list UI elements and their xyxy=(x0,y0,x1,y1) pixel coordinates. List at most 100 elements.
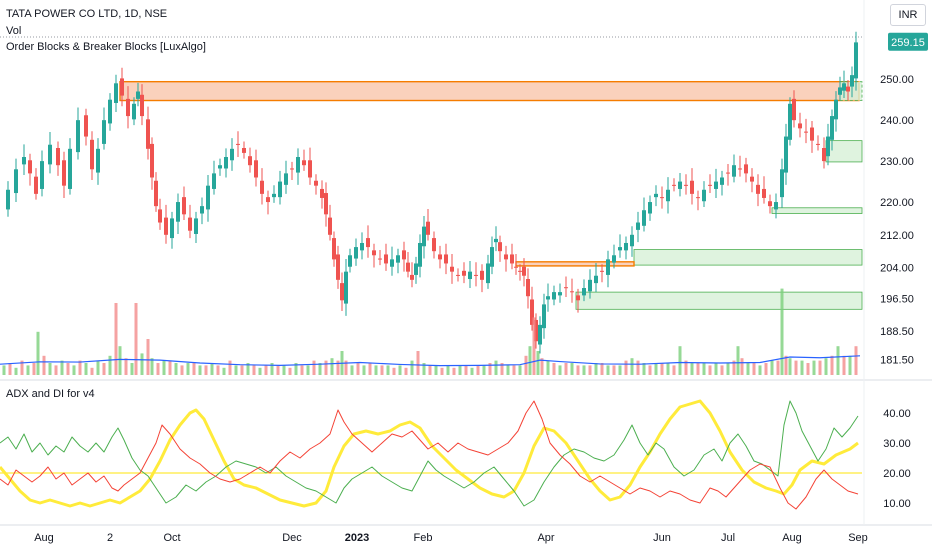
volume-bar xyxy=(784,355,788,375)
volume-bar xyxy=(470,367,474,375)
candle-body xyxy=(582,288,586,296)
candle-body xyxy=(296,157,300,173)
volume-bar xyxy=(776,360,780,375)
volume-bar xyxy=(210,363,214,375)
candle-body xyxy=(308,160,312,178)
candle-body xyxy=(618,247,622,251)
volume-bar xyxy=(606,365,610,375)
volume-bar xyxy=(416,351,420,375)
volume-bar xyxy=(678,346,682,375)
volume-bar xyxy=(258,367,262,375)
volume-bar xyxy=(818,360,822,375)
candle-body xyxy=(576,295,580,301)
candle-body xyxy=(22,157,26,165)
volume-bar xyxy=(380,365,384,375)
volume-bar xyxy=(330,358,334,375)
volume-bar xyxy=(204,365,208,375)
volume-bar xyxy=(446,365,450,375)
volume-bar xyxy=(758,365,762,375)
candle-body xyxy=(530,299,534,325)
candle-body xyxy=(606,259,610,275)
candle-body xyxy=(414,263,418,275)
volume-bar xyxy=(452,367,456,375)
volume-bar xyxy=(636,360,640,375)
volume-bar xyxy=(26,365,30,375)
candle-body xyxy=(762,188,766,198)
price-tick-label: 230.00 xyxy=(880,156,914,168)
volume-bar xyxy=(66,363,70,375)
candle-body xyxy=(266,197,270,203)
candle-body xyxy=(320,188,324,198)
volume-bar xyxy=(118,346,122,375)
volume-bar xyxy=(440,367,444,375)
volume-legend[interactable]: Vol xyxy=(6,25,22,37)
volume-bar xyxy=(800,360,804,375)
volume-bar xyxy=(168,360,172,375)
bearish-order-block xyxy=(119,80,860,102)
volume-bar xyxy=(654,363,658,375)
time-tick-label: 2023 xyxy=(345,532,369,544)
candle-body xyxy=(164,217,168,235)
volume-bar xyxy=(618,365,622,375)
volume-bar xyxy=(720,365,724,375)
time-tick-label: Aug xyxy=(782,532,802,544)
candle-body xyxy=(102,120,106,144)
volume-bar xyxy=(464,365,468,375)
bullish-order-block xyxy=(633,249,863,266)
candle-body xyxy=(838,87,842,95)
candle-body xyxy=(792,98,796,121)
volume-bar xyxy=(630,358,634,375)
candle-body xyxy=(158,209,162,223)
volume-bar xyxy=(234,365,238,375)
candle-body xyxy=(28,160,32,174)
bullish-order-block xyxy=(575,291,863,310)
volume-bar xyxy=(558,365,562,375)
order-blocks-legend[interactable]: Order Blocks & Breaker Blocks [LuxAlgo] xyxy=(6,41,206,53)
volume-bar xyxy=(84,363,88,375)
adx-tick-label: 40.00 xyxy=(883,408,911,420)
volume-bar xyxy=(540,358,544,375)
candle-body xyxy=(272,193,276,198)
volume-bar xyxy=(732,360,736,375)
volume-bar xyxy=(312,360,316,375)
volume-bar xyxy=(134,303,138,375)
candle-body xyxy=(6,189,10,210)
candle-body xyxy=(570,291,574,293)
candle-body xyxy=(504,254,508,260)
candle-body xyxy=(68,148,72,189)
currency-button[interactable]: INR xyxy=(890,4,926,26)
volume-bar xyxy=(642,363,646,375)
candle-body xyxy=(822,148,826,162)
time-tick-label: Apr xyxy=(537,532,554,544)
candle-body xyxy=(850,75,854,87)
candle-body xyxy=(756,184,760,194)
candle-body xyxy=(126,98,130,117)
candle-body xyxy=(314,180,318,186)
volume-bar xyxy=(344,360,348,375)
bullish-order-block xyxy=(771,207,863,214)
candle-body xyxy=(462,270,466,276)
candle-body xyxy=(242,148,246,153)
volume-bar xyxy=(54,365,58,375)
volume-bar xyxy=(392,367,396,375)
volume-bar xyxy=(812,360,816,375)
volume-bar xyxy=(240,365,244,375)
candle-body xyxy=(284,173,288,185)
volume-bar xyxy=(336,360,340,375)
candle-body xyxy=(624,242,628,251)
candle-body xyxy=(784,136,788,173)
candle-body xyxy=(290,168,294,170)
candle-body xyxy=(76,120,80,153)
volume-bar xyxy=(648,365,652,375)
symbol-title[interactable]: TATA POWER CO LTD, 1D, NSE xyxy=(6,8,168,20)
volume-bar xyxy=(666,363,670,375)
adx-legend[interactable]: ADX and DI for v4 xyxy=(6,388,95,400)
price-tick-label: 188.50 xyxy=(880,326,914,338)
volume-bar xyxy=(708,365,712,375)
candle-body xyxy=(34,176,38,194)
volume-bar xyxy=(300,365,304,375)
volume-bar xyxy=(428,365,432,375)
volume-bar xyxy=(32,363,36,375)
volume-bar xyxy=(830,355,834,375)
